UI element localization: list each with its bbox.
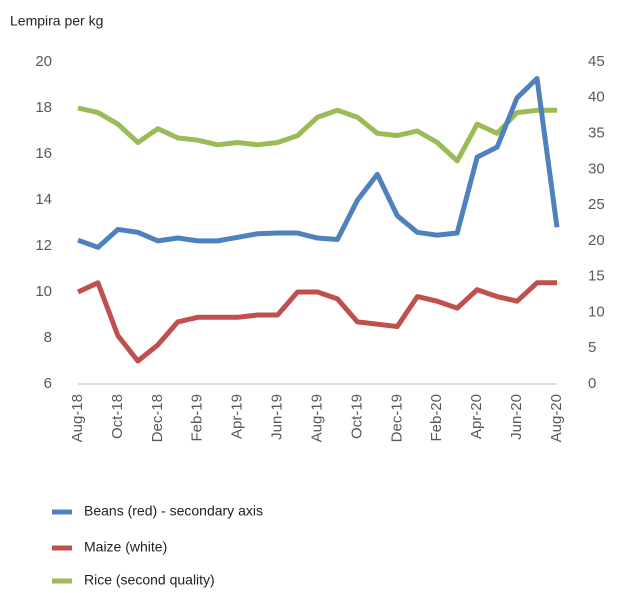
y2-tick-label: 40 <box>588 89 605 106</box>
y2-tick-label: 45 <box>588 53 605 70</box>
legend-label: Beans (red) - secondary axis <box>84 503 263 519</box>
series-line <box>77 75 560 250</box>
y-tick-label: 16 <box>35 145 52 162</box>
x-tick-label: Jun-20 <box>508 394 525 440</box>
x-tick-label: Aug-20 <box>548 394 565 442</box>
legend-label: Rice (second quality) <box>84 572 215 588</box>
y-axis-label: Lempira per kg <box>10 13 103 29</box>
y-tick-label: 18 <box>35 99 52 116</box>
y2-tick-label: 20 <box>588 232 605 249</box>
x-tick-label: Dec-19 <box>388 394 405 442</box>
x-tick-label: Aug-18 <box>69 394 86 442</box>
y-tick-label: 8 <box>44 329 52 346</box>
x-tick-label: Feb-19 <box>189 394 206 442</box>
y-tick-label: 14 <box>35 191 52 208</box>
x-tick-label: Aug-19 <box>308 394 325 442</box>
y2-tick-label: 15 <box>588 268 605 285</box>
y2-tick-label: 25 <box>588 196 605 213</box>
y2-tick-label: 0 <box>588 375 596 392</box>
y-tick-label: 20 <box>35 53 52 70</box>
series-line <box>77 105 557 164</box>
x-tick-label: Feb-20 <box>428 394 445 442</box>
x-tick-label: Oct-18 <box>109 394 126 439</box>
y-tick-label: 10 <box>35 283 52 300</box>
x-tick-label: Jun-19 <box>269 394 286 440</box>
x-tick-label: Apr-19 <box>229 394 246 439</box>
y-tick-label: 12 <box>35 237 52 254</box>
y2-tick-label: 35 <box>588 125 605 142</box>
legend-label: Maize (white) <box>84 539 167 555</box>
y2-tick-label: 5 <box>588 339 596 356</box>
x-tick-label: Oct-19 <box>348 394 365 439</box>
x-tick-label: Apr-20 <box>468 394 485 439</box>
y2-tick-label: 10 <box>588 303 605 320</box>
series-line <box>76 280 557 364</box>
x-tick-label: Dec-18 <box>149 394 166 442</box>
y-tick-label: 6 <box>44 375 52 392</box>
y2-tick-label: 30 <box>588 160 605 177</box>
